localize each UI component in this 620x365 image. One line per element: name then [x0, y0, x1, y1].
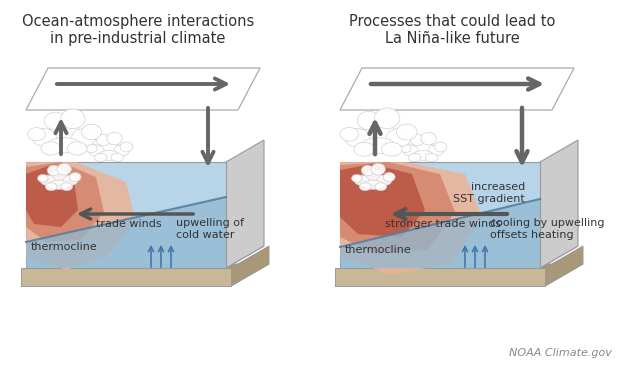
- Polygon shape: [340, 162, 455, 254]
- Ellipse shape: [375, 183, 387, 191]
- Ellipse shape: [47, 165, 60, 176]
- Polygon shape: [335, 268, 545, 286]
- Ellipse shape: [50, 170, 68, 184]
- Ellipse shape: [86, 144, 97, 153]
- Ellipse shape: [345, 128, 370, 147]
- Ellipse shape: [434, 142, 447, 152]
- Ellipse shape: [61, 183, 73, 191]
- Ellipse shape: [357, 111, 380, 130]
- Polygon shape: [340, 246, 578, 268]
- Ellipse shape: [82, 124, 102, 140]
- Ellipse shape: [41, 142, 61, 155]
- Polygon shape: [335, 264, 583, 286]
- Ellipse shape: [49, 180, 69, 189]
- Ellipse shape: [371, 164, 386, 175]
- Text: Processes that could lead to
La Niña-like future: Processes that could lead to La Niña-lik…: [349, 14, 555, 46]
- Ellipse shape: [354, 175, 368, 185]
- Polygon shape: [340, 164, 425, 237]
- Polygon shape: [21, 268, 231, 286]
- Polygon shape: [26, 246, 264, 268]
- Ellipse shape: [107, 132, 122, 145]
- Text: NOAA Climate.gov: NOAA Climate.gov: [509, 348, 612, 358]
- Ellipse shape: [361, 165, 374, 176]
- Ellipse shape: [99, 140, 119, 154]
- Polygon shape: [340, 162, 482, 274]
- Ellipse shape: [352, 174, 362, 182]
- Ellipse shape: [364, 170, 382, 184]
- Ellipse shape: [72, 129, 96, 146]
- Ellipse shape: [57, 164, 71, 175]
- Ellipse shape: [114, 145, 130, 156]
- Ellipse shape: [421, 132, 436, 145]
- Text: cooling by upwelling
offsets heating: cooling by upwelling offsets heating: [490, 218, 604, 240]
- Ellipse shape: [111, 153, 124, 162]
- Ellipse shape: [68, 142, 87, 155]
- Polygon shape: [26, 197, 226, 268]
- Text: thermocline: thermocline: [31, 242, 98, 252]
- Ellipse shape: [48, 121, 79, 143]
- Ellipse shape: [361, 138, 396, 154]
- Ellipse shape: [386, 128, 411, 147]
- Ellipse shape: [412, 150, 433, 160]
- Ellipse shape: [403, 145, 418, 156]
- Ellipse shape: [89, 145, 104, 156]
- Text: increased
SST gradient: increased SST gradient: [453, 182, 525, 204]
- Ellipse shape: [340, 127, 358, 141]
- Ellipse shape: [69, 172, 81, 181]
- Ellipse shape: [413, 140, 433, 154]
- Ellipse shape: [409, 153, 421, 162]
- Polygon shape: [340, 199, 540, 268]
- Text: Ocean-atmosphere interactions
in pre-industrial climate: Ocean-atmosphere interactions in pre-ind…: [22, 14, 254, 46]
- Ellipse shape: [354, 142, 374, 156]
- Ellipse shape: [64, 175, 78, 185]
- Polygon shape: [26, 68, 260, 110]
- Ellipse shape: [38, 174, 48, 182]
- Ellipse shape: [410, 134, 425, 146]
- Text: trade winds: trade winds: [96, 219, 162, 229]
- Ellipse shape: [374, 108, 400, 128]
- Ellipse shape: [94, 153, 107, 162]
- Ellipse shape: [99, 150, 120, 160]
- Ellipse shape: [360, 183, 371, 191]
- Polygon shape: [26, 162, 104, 242]
- Polygon shape: [340, 68, 574, 110]
- Text: thermocline: thermocline: [345, 245, 412, 255]
- Ellipse shape: [383, 172, 395, 181]
- Ellipse shape: [362, 120, 394, 143]
- Ellipse shape: [425, 153, 438, 162]
- Ellipse shape: [40, 175, 55, 185]
- Polygon shape: [26, 162, 136, 270]
- Ellipse shape: [363, 180, 383, 189]
- Ellipse shape: [44, 112, 66, 130]
- Ellipse shape: [96, 134, 110, 146]
- Polygon shape: [231, 246, 269, 286]
- Ellipse shape: [381, 142, 402, 156]
- Text: stronger trade winds: stronger trade winds: [385, 219, 501, 229]
- Ellipse shape: [378, 175, 392, 185]
- Text: upwelling of
cold water: upwelling of cold water: [176, 218, 244, 240]
- Polygon shape: [540, 140, 578, 268]
- Ellipse shape: [396, 124, 417, 140]
- Ellipse shape: [428, 145, 443, 156]
- Polygon shape: [226, 140, 264, 268]
- Ellipse shape: [61, 109, 85, 129]
- Ellipse shape: [32, 129, 56, 146]
- Polygon shape: [26, 162, 226, 268]
- Ellipse shape: [120, 142, 133, 152]
- Ellipse shape: [28, 128, 45, 141]
- Ellipse shape: [48, 138, 81, 153]
- Polygon shape: [340, 162, 540, 268]
- Polygon shape: [26, 166, 78, 227]
- Ellipse shape: [400, 144, 411, 153]
- Polygon shape: [21, 264, 269, 286]
- Ellipse shape: [45, 183, 57, 191]
- Polygon shape: [545, 246, 583, 286]
